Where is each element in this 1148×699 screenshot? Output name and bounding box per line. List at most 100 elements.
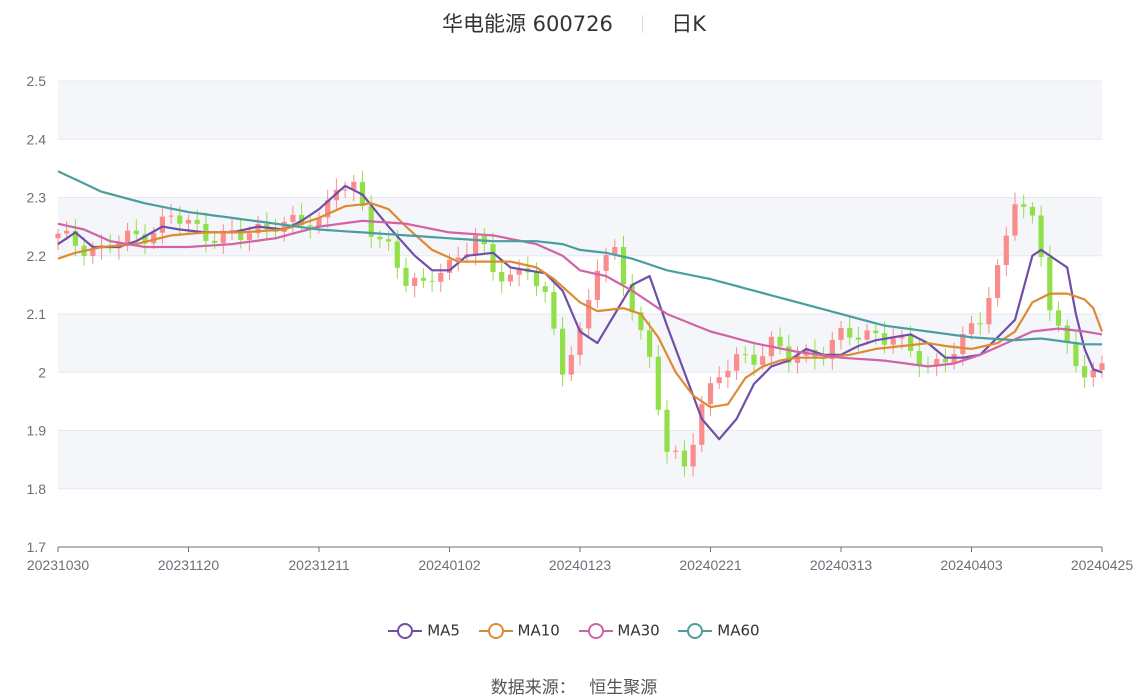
stock-code: 600726	[532, 12, 613, 36]
candle-body	[1012, 204, 1018, 236]
legend-ma30-icon	[578, 623, 613, 639]
candle-body	[394, 241, 400, 268]
candle-body	[629, 284, 635, 313]
legend-item-ma10[interactable]: MA10	[478, 621, 560, 641]
x-tick-label: 20240102	[418, 557, 481, 573]
candle-body	[185, 219, 192, 224]
x-tick-label: 20240221	[679, 557, 742, 573]
legend-item-ma30[interactable]: MA30	[578, 621, 660, 641]
source-value: 恒生聚源	[589, 678, 658, 698]
candle-body	[246, 233, 252, 240]
candle-body	[603, 254, 609, 271]
candle-body	[542, 286, 548, 293]
candle-body	[386, 239, 392, 242]
candle-body	[142, 234, 148, 244]
candle-body	[560, 328, 566, 375]
candle-body	[847, 328, 853, 338]
candle-body	[1073, 341, 1079, 367]
stock-name: 华电能源	[441, 12, 526, 36]
candle-body	[238, 230, 244, 240]
candle-body	[133, 230, 139, 235]
candle-body	[412, 277, 418, 286]
candle-body	[438, 272, 444, 282]
candle-body	[751, 354, 757, 365]
legend-item-ma60[interactable]: MA60	[678, 621, 760, 641]
candle-body	[995, 265, 1001, 298]
y-axis: 1.7 1.8 1.9 2 2.1 2.2 2.3 2.4 2.5	[27, 73, 47, 555]
candle-body	[681, 450, 687, 467]
candle-body	[1055, 310, 1062, 326]
candle-body	[281, 221, 287, 232]
candle-body	[1003, 235, 1009, 266]
ma-line-ma10	[57, 202, 1104, 409]
candle-body	[777, 336, 783, 347]
period-label: 日K	[671, 12, 706, 36]
title-separator	[641, 15, 643, 33]
candle-body	[72, 230, 78, 246]
candle-body	[690, 444, 696, 467]
candle-body	[916, 350, 922, 366]
y-tick-label: 1.9	[27, 423, 47, 439]
candle-body	[551, 292, 557, 329]
candle-body	[507, 274, 513, 282]
candle-body	[325, 200, 331, 218]
candle-body	[446, 259, 453, 273]
x-tick-label: 20231211	[288, 557, 349, 573]
candle-body	[220, 230, 226, 244]
candle-body	[1090, 369, 1096, 378]
x-tick-label: 20240403	[940, 557, 1003, 573]
ma-lines	[57, 170, 1104, 441]
candle-body	[707, 383, 714, 405]
x-tick-label: 20231120	[158, 557, 219, 573]
legend-ma60-icon	[678, 623, 713, 639]
candlestick-chart: 1.7 1.8 1.9 2 2.1 2.2 2.3 2.4 2.5 20231030 202311…	[27, 73, 1134, 573]
candle-body	[620, 247, 627, 285]
x-axis: 20231030 20231120 20231211 20240102 20240123…	[27, 546, 1133, 573]
candle-body	[673, 450, 679, 452]
legend-item-ma5[interactable]: MA5	[388, 621, 460, 641]
band-1	[58, 430, 1102, 489]
candle-body	[516, 268, 522, 275]
candle-body	[594, 270, 600, 300]
candle-body	[829, 339, 835, 360]
candle-body	[377, 236, 383, 240]
candle-body	[786, 346, 792, 363]
candle-body	[177, 215, 183, 224]
candle-body	[890, 338, 896, 345]
ma-line-ma30	[57, 219, 1103, 368]
candle-body	[864, 330, 870, 340]
candle-body	[125, 230, 131, 243]
candle-body	[968, 323, 975, 335]
candle-body	[725, 370, 731, 378]
legend: MA5 MA10 MA30 MA60	[0, 621, 1148, 641]
y-tick-label: 1.8	[27, 481, 47, 497]
candle-body	[429, 280, 435, 282]
grid-lines	[58, 80, 1102, 490]
candle-body	[307, 225, 313, 227]
candle-body	[586, 299, 592, 329]
candle-body	[612, 247, 618, 255]
ma-line-ma60	[57, 170, 1102, 346]
candle-body	[255, 223, 261, 234]
legend-ma30-label: MA30	[617, 621, 660, 640]
y-tick-label: 2	[38, 364, 46, 380]
legend-ma10-icon	[478, 623, 513, 639]
candle-body	[716, 377, 722, 384]
candle-body	[734, 354, 740, 371]
candle-body	[151, 232, 157, 244]
candle-body	[942, 358, 948, 363]
candle-body	[1047, 257, 1053, 311]
chart-title: 华电能源 600726 日K	[0, 8, 1148, 38]
y-tick-label: 2.4	[27, 131, 47, 147]
legend-ma60-label: MA60	[717, 621, 760, 640]
candle-body	[403, 267, 409, 286]
candle-body	[159, 216, 165, 233]
candle-body	[1038, 215, 1044, 258]
candle-body	[316, 217, 322, 227]
candle-body	[1082, 366, 1088, 378]
background-bands	[58, 81, 1102, 489]
candle-body	[986, 297, 992, 325]
candle-body	[638, 312, 644, 331]
candle-body	[577, 328, 583, 355]
candle-body	[212, 240, 218, 244]
